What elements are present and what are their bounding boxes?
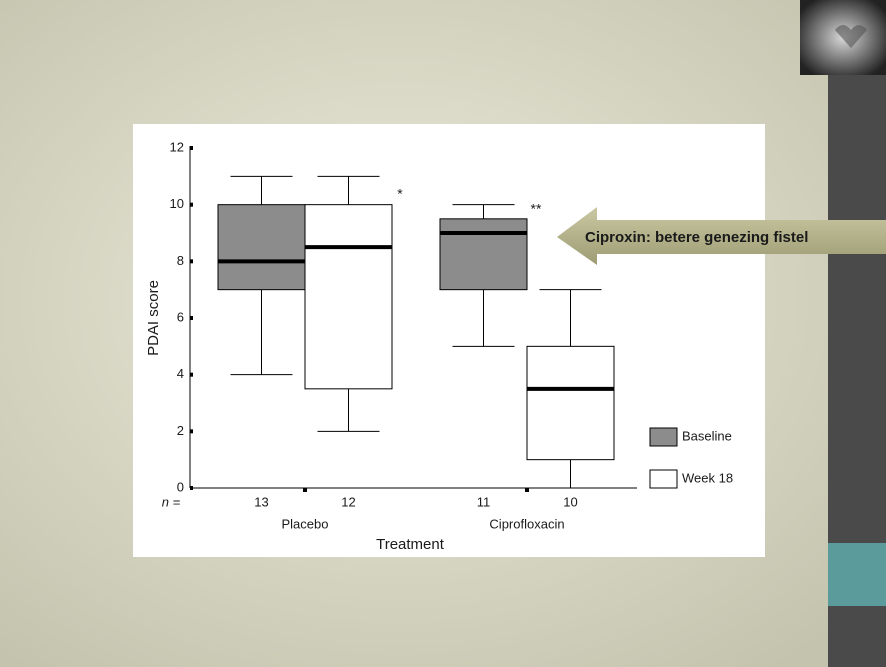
n-value: 10 bbox=[563, 494, 577, 509]
y-tick bbox=[190, 429, 193, 433]
y-tick bbox=[190, 203, 193, 207]
y-tick-label: 12 bbox=[170, 139, 184, 154]
box bbox=[527, 346, 614, 459]
x-axis-label: Treatment bbox=[376, 536, 445, 553]
legend-swatch bbox=[650, 428, 677, 446]
x-tick bbox=[303, 488, 307, 492]
y-tick bbox=[190, 486, 193, 490]
legend-label: Baseline bbox=[682, 428, 732, 443]
n-label: n = bbox=[162, 494, 181, 509]
significance-marker: * bbox=[397, 186, 403, 202]
y-tick bbox=[190, 259, 193, 263]
page: {"callout": "Ciproxin: betere genezing f… bbox=[0, 0, 886, 667]
chart-panel bbox=[133, 124, 765, 557]
significance-marker: ** bbox=[531, 201, 542, 217]
box bbox=[440, 219, 527, 290]
legend-swatch bbox=[650, 470, 677, 488]
y-tick-label: 0 bbox=[177, 479, 184, 494]
y-axis-label: PDAI score bbox=[145, 280, 162, 356]
box bbox=[305, 205, 392, 389]
y-tick-label: 4 bbox=[177, 366, 184, 381]
callout-text: Ciproxin: betere genezing fistel bbox=[585, 229, 808, 246]
side-accent bbox=[828, 543, 886, 606]
y-tick-label: 6 bbox=[177, 309, 184, 324]
y-tick bbox=[190, 373, 193, 377]
n-value: 12 bbox=[341, 494, 355, 509]
n-value: 11 bbox=[477, 494, 491, 509]
x-tick-label: Placebo bbox=[282, 516, 329, 531]
legend-label: Week 18 bbox=[682, 470, 733, 485]
y-tick-label: 8 bbox=[177, 253, 184, 268]
slide: 0 2 4 6 8 10 12 PDAI score Treatment n = Placebo 13… bbox=[0, 0, 886, 667]
x-tick-label: Ciprofloxacin bbox=[489, 516, 564, 531]
n-value: 13 bbox=[254, 494, 268, 509]
box bbox=[218, 205, 305, 290]
y-tick bbox=[190, 146, 193, 150]
x-tick bbox=[525, 488, 529, 492]
y-tick bbox=[190, 316, 193, 320]
y-tick-label: 2 bbox=[177, 423, 184, 438]
y-tick-label: 10 bbox=[170, 196, 184, 211]
